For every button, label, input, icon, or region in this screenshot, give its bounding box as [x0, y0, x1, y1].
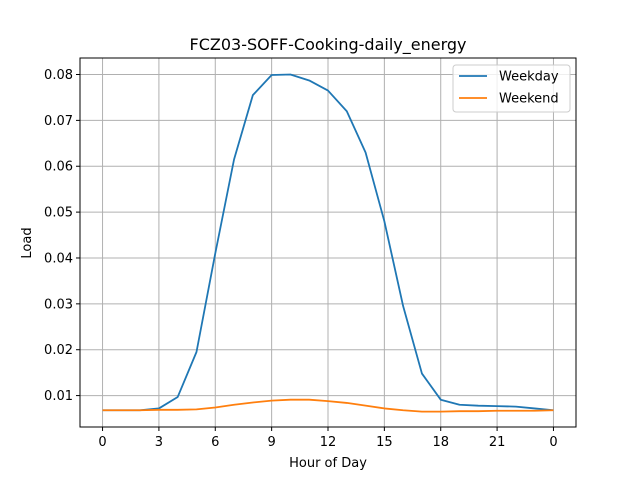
y-axis-ticks: 0.01 0.02 0.03 0.04 0.05 0.06 0.07 0.08	[44, 68, 80, 404]
y-tick-label: 0.03	[44, 297, 73, 312]
series-line-weekday	[102, 73, 554, 412]
x-tick-label: 18	[432, 435, 449, 450]
y-tick-label: 0.02	[44, 343, 73, 358]
y-tick-label: 0.06	[44, 160, 73, 175]
y-tick-label: 0.08	[44, 68, 73, 83]
x-tick-label: 12	[320, 435, 337, 450]
x-axis-label: Hour of Day	[289, 456, 367, 471]
legend-label-weekday: Weekday	[499, 70, 559, 85]
legend: Weekday Weekend	[452, 64, 571, 113]
y-tick-label: 0.07	[44, 114, 73, 129]
x-tick-label: 6	[211, 435, 219, 450]
legend-label-weekend: Weekend	[499, 92, 559, 107]
chart-title: FCZ03-SOFF-Cooking-daily_energy	[190, 35, 467, 55]
x-tick-label: 0	[98, 435, 106, 450]
y-axis-label: Load	[20, 227, 35, 258]
x-tick-label: 9	[267, 435, 275, 450]
y-tick-label: 0.05	[44, 206, 73, 221]
x-axis-ticks: 0 3 6 9 12 15 18 21 0	[98, 427, 558, 450]
y-tick-label: 0.04	[44, 251, 73, 266]
x-tick-label: 15	[376, 435, 393, 450]
y-tick-label: 0.01	[44, 389, 73, 404]
series-line-weekend	[102, 398, 554, 413]
x-tick-label: 21	[489, 435, 506, 450]
x-tick-label: 0	[549, 435, 557, 450]
x-tick-label: 3	[155, 435, 163, 450]
series-layer	[102, 73, 554, 413]
